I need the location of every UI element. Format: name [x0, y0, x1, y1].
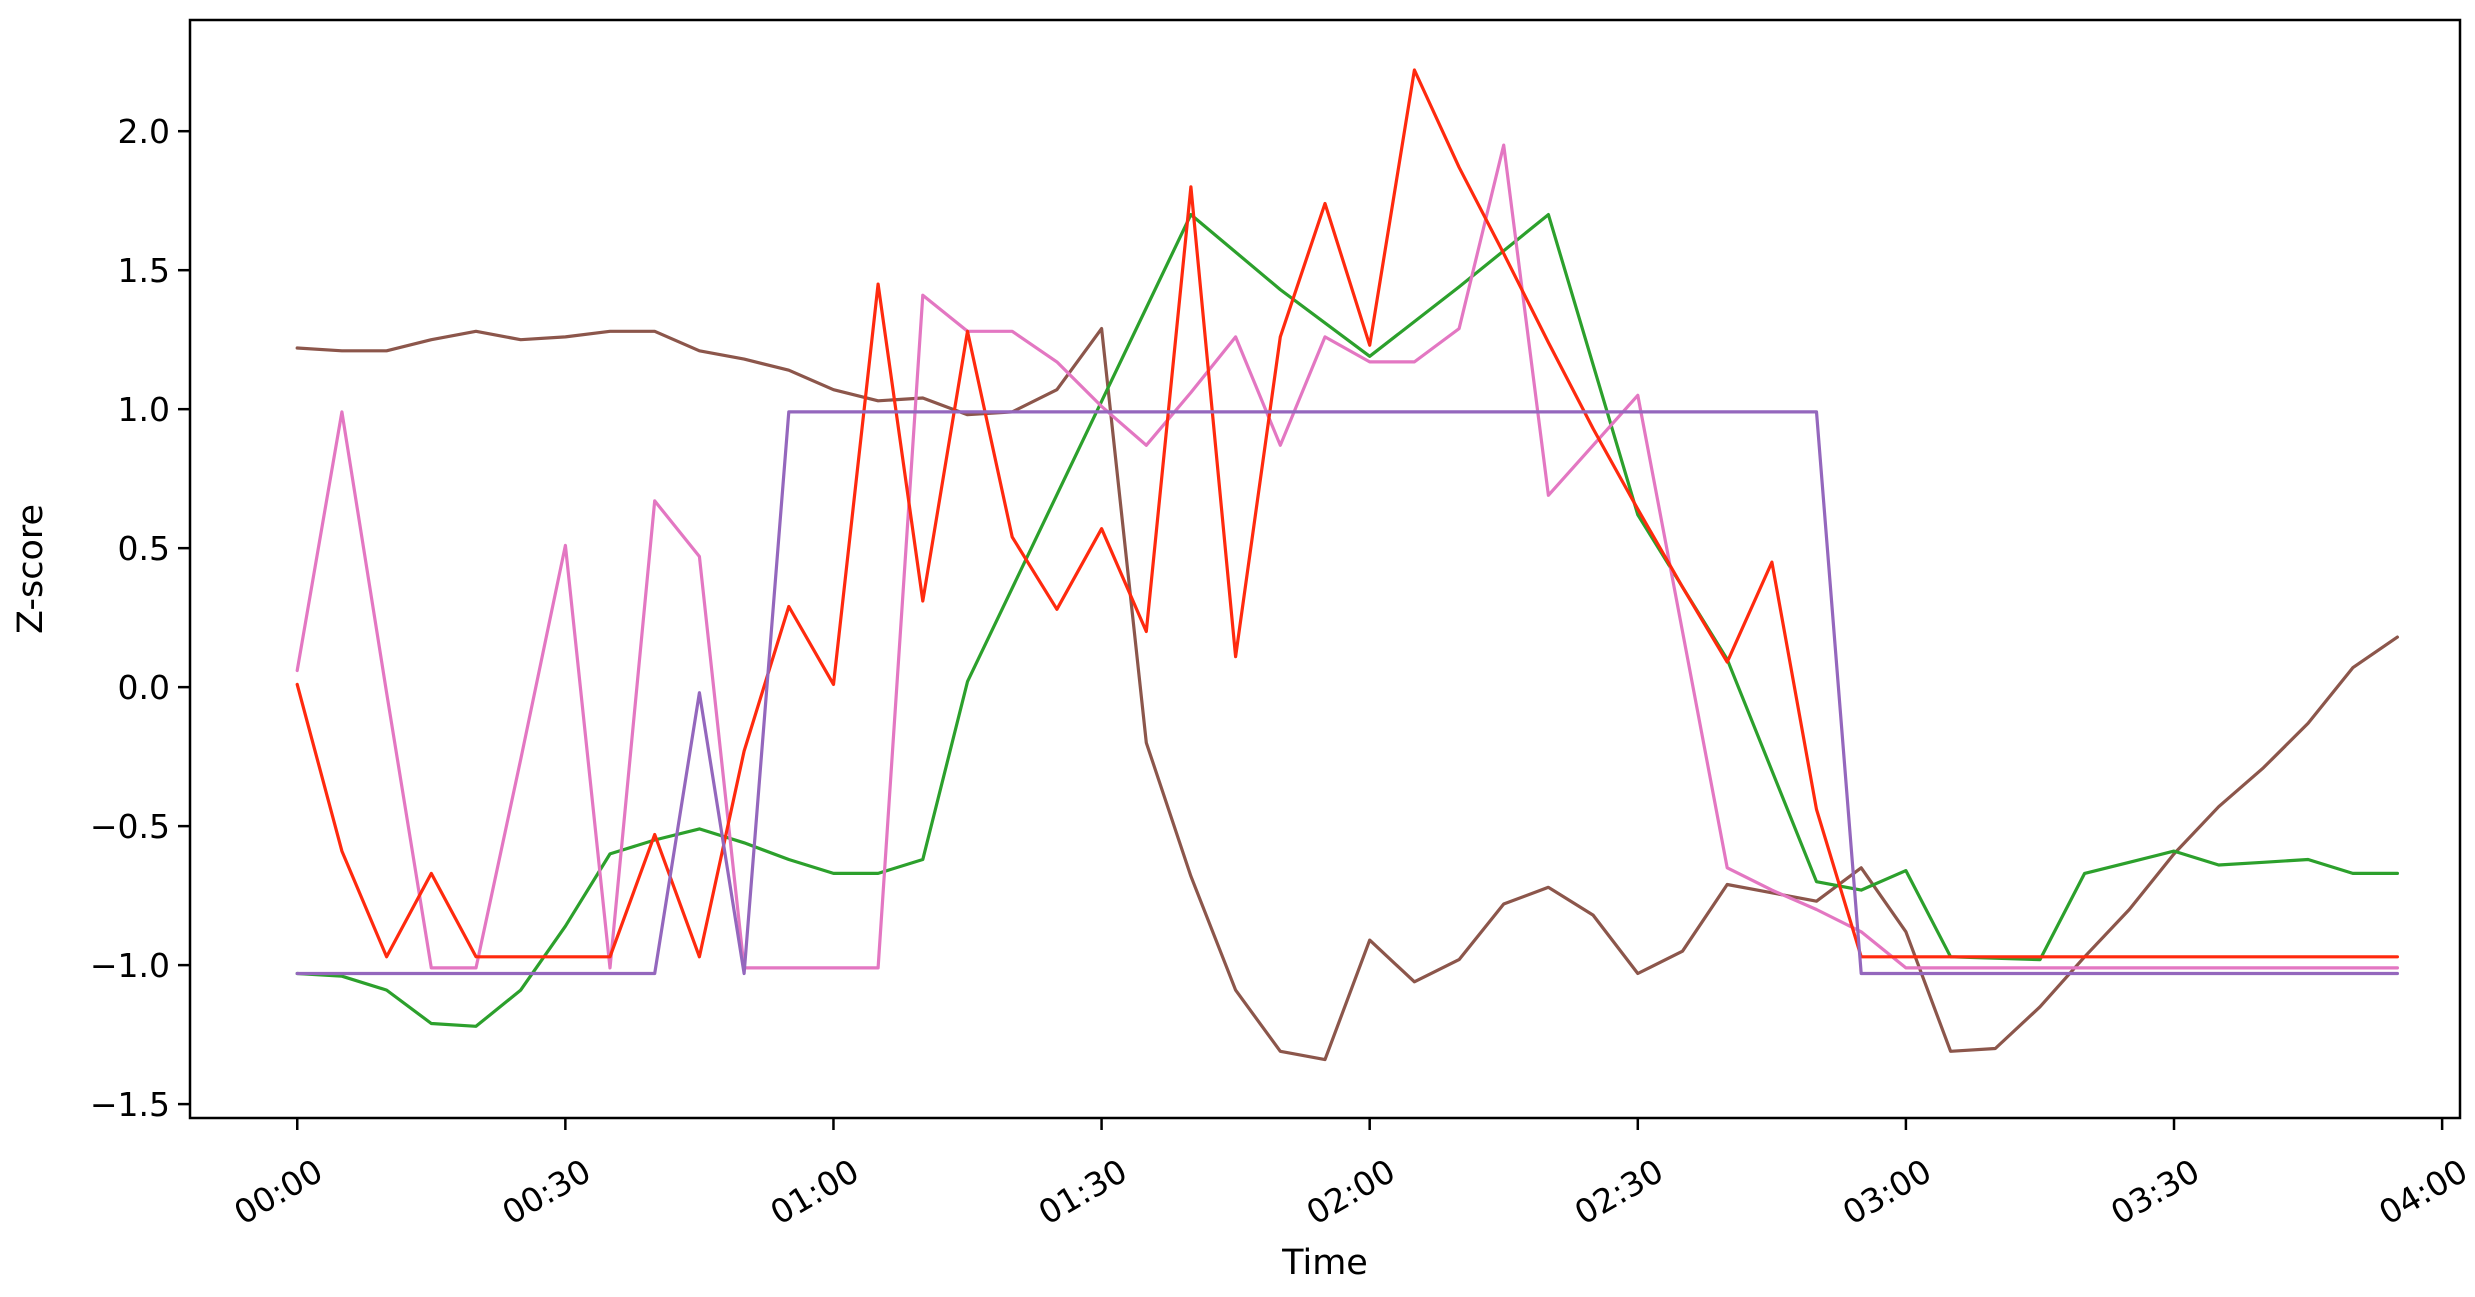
series-layer [295, 68, 2399, 1062]
y-tick-label: −0.5 [90, 807, 170, 846]
y-tick-label: 0.5 [118, 529, 170, 568]
y-axis-label: Z-score [11, 504, 51, 634]
series-line-4 [295, 68, 2399, 959]
y-tick-label: 1.5 [118, 251, 170, 290]
series-line-3 [295, 143, 2399, 970]
series-line-2 [295, 213, 2399, 1028]
y-tick-label: 0.0 [118, 668, 170, 707]
series-line-5 [295, 410, 2399, 976]
y-tick-label: 2.0 [118, 112, 170, 151]
y-tick-label: 1.0 [118, 390, 170, 429]
y-axis: −1.5 −1.0 −0.5 0.0 0.5 1.0 1.5 2.0 [90, 112, 190, 1124]
y-tick-label: −1.0 [90, 946, 170, 985]
plot-frame [188, 18, 2462, 1120]
series-line-1 [295, 327, 2399, 1062]
x-axis-label: Time [1281, 1243, 1368, 1283]
y-tick-label: −1.5 [90, 1085, 170, 1124]
